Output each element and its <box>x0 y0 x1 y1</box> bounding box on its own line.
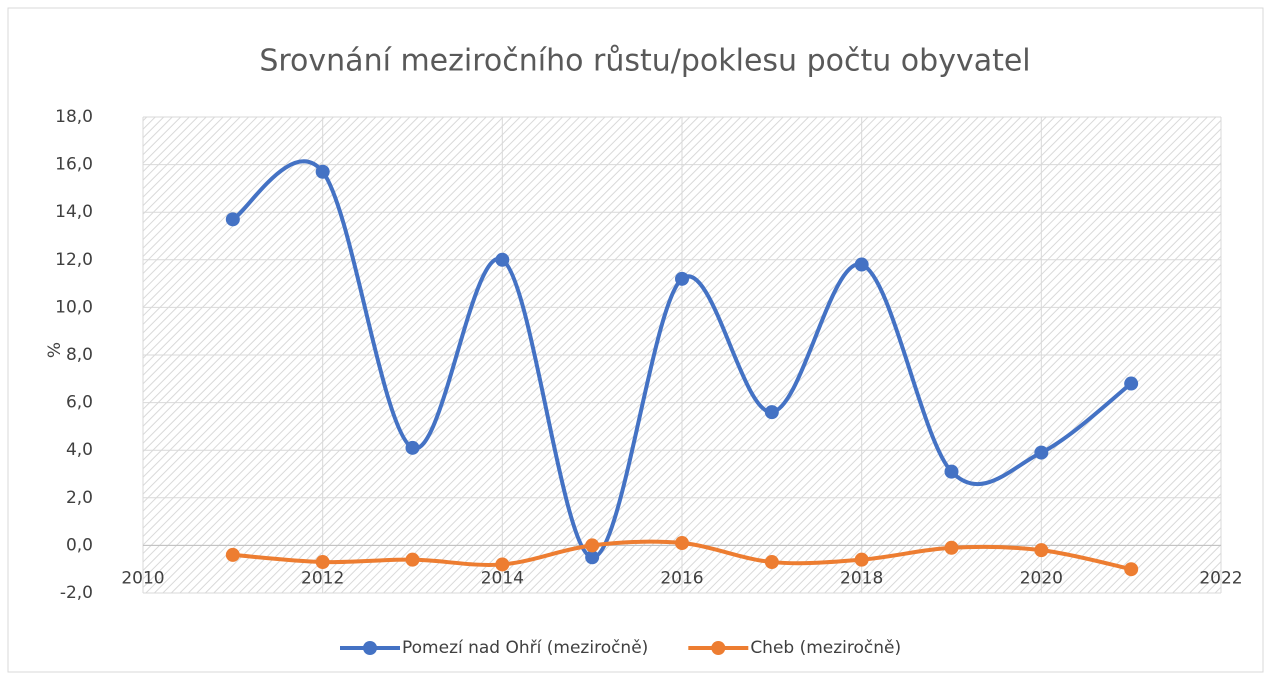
y-tick-label: -2,0 <box>60 583 93 603</box>
x-tick-label: 2016 <box>660 568 703 588</box>
data-point <box>1124 376 1139 391</box>
data-point <box>225 547 240 562</box>
data-point <box>405 440 420 455</box>
y-tick-label: 16,0 <box>55 155 93 175</box>
data-point <box>675 536 689 551</box>
data-point <box>225 212 240 227</box>
data-point <box>585 538 600 553</box>
x-tick-label: 2012 <box>301 568 344 588</box>
data-point <box>854 257 869 272</box>
legend-marker <box>711 641 726 655</box>
y-tick-label: 18,0 <box>55 107 93 127</box>
data-point <box>1034 543 1049 558</box>
y-tick-label: 8,0 <box>66 345 93 365</box>
data-point <box>495 252 510 267</box>
data-point <box>315 555 330 570</box>
data-point <box>764 555 779 570</box>
chart-title: Srovnání meziročního růstu/poklesu počtu… <box>259 44 1030 79</box>
y-axis-label: % <box>45 342 65 358</box>
data-point <box>675 271 689 286</box>
y-tick-label: 14,0 <box>55 202 93 222</box>
y-tick-label: 4,0 <box>66 440 93 460</box>
y-tick-label: 0,0 <box>66 535 93 555</box>
legend-label: Pomezí nad Ohří (meziročně) <box>402 638 648 658</box>
y-tick-label: 6,0 <box>66 393 93 413</box>
legend-label: Cheb (meziročně) <box>750 638 901 658</box>
data-point <box>854 552 869 567</box>
y-tick-label: 10,0 <box>55 297 93 317</box>
x-tick-label: 2020 <box>1020 568 1063 588</box>
legend-marker <box>363 641 377 655</box>
data-point <box>495 557 510 572</box>
data-point <box>944 540 959 555</box>
data-point <box>944 464 959 479</box>
x-tick-label: 2022 <box>1199 568 1242 588</box>
x-tick-label: 2014 <box>481 568 524 588</box>
x-tick-label: 2010 <box>121 568 164 588</box>
data-point <box>405 552 420 567</box>
data-point <box>1034 445 1049 460</box>
y-tick-label: 2,0 <box>66 488 93 508</box>
series-line <box>231 159 1133 560</box>
data-point <box>585 550 600 565</box>
data-point <box>315 164 330 179</box>
data-point <box>764 405 779 420</box>
y-tick-label: 12,0 <box>55 250 93 270</box>
x-tick-label: 2018 <box>840 568 883 588</box>
data-point <box>1124 562 1139 577</box>
